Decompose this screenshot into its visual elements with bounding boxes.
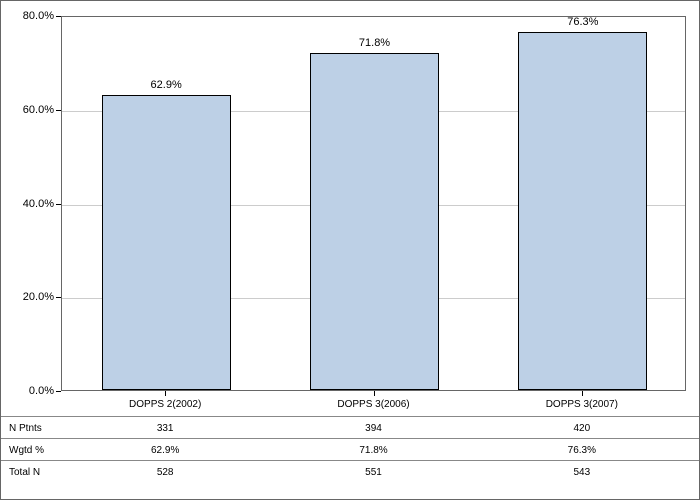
bar-value-label: 76.3% [567, 16, 598, 28]
y-tick-label: 20.0% [4, 291, 54, 303]
table-row-label: Total N [9, 467, 40, 478]
x-tick-mark [374, 391, 375, 396]
table-cell: 394 [365, 423, 382, 434]
bar [518, 32, 647, 390]
y-tick-mark [56, 16, 61, 17]
bar [310, 53, 439, 390]
table-cell: 76.3% [568, 445, 596, 456]
y-tick-label: 60.0% [4, 104, 54, 116]
table-cell: 543 [573, 467, 590, 478]
y-tick-label: 80.0% [4, 10, 54, 22]
table-cell: 420 [573, 423, 590, 434]
table-row-label: Wgtd % [9, 445, 44, 456]
table-divider [1, 416, 699, 417]
table-cell: 528 [157, 467, 174, 478]
y-tick-mark [56, 297, 61, 298]
chart-container: 62.9% 71.8% 76.3% 0.0% 20.0% 40.0% 60.0% 80.0%… [0, 0, 700, 500]
table-cell: 331 [157, 423, 174, 434]
y-tick-mark [56, 391, 61, 392]
category-label: DOPPS 2(2002) [129, 399, 201, 410]
y-tick-mark [56, 110, 61, 111]
y-tick-label: 40.0% [4, 198, 54, 210]
table-divider [1, 460, 699, 461]
y-tick-label: 0.0% [4, 385, 54, 397]
table-divider [1, 438, 699, 439]
table-cell: 71.8% [359, 445, 387, 456]
x-tick-mark [165, 391, 166, 396]
table-row-label: N Ptnts [9, 423, 42, 434]
bar-value-label: 62.9% [151, 79, 182, 91]
table-cell: 62.9% [151, 445, 179, 456]
plot-area: 62.9% 71.8% 76.3% [61, 16, 686, 391]
table-cell: 551 [365, 467, 382, 478]
category-label: DOPPS 3(2006) [337, 399, 409, 410]
y-tick-mark [56, 204, 61, 205]
bar [102, 95, 231, 390]
x-tick-mark [582, 391, 583, 396]
category-label: DOPPS 3(2007) [546, 399, 618, 410]
bar-value-label: 71.8% [359, 37, 390, 49]
